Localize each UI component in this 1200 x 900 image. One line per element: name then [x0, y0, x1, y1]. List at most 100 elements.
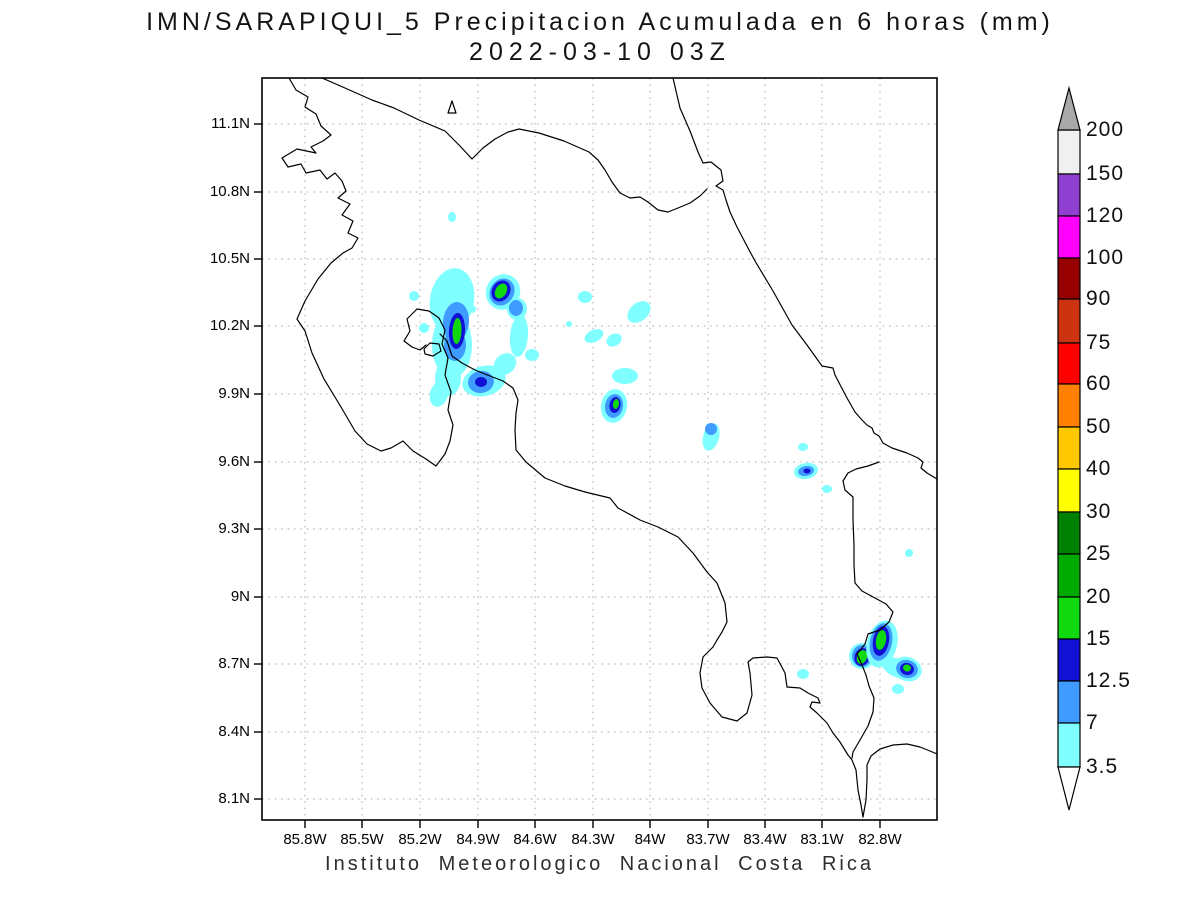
colorbar-tick-label: 12.5 [1086, 669, 1131, 692]
precip-contour-level-12.5 [475, 377, 487, 387]
colorbar-block [1057, 215, 1081, 259]
precip-contour-level-15 [875, 630, 887, 650]
precip-cell [462, 353, 517, 397]
lon-tick-label: 85.5W [340, 831, 384, 848]
colorbar-tick-label: 90 [1086, 287, 1112, 310]
lon-tick-label: 84W [634, 831, 666, 848]
colorbar-tick-label: 7 [1086, 711, 1099, 734]
precip-contour-level-3.5 [525, 349, 539, 361]
precip-contour-level-3.5 [509, 315, 529, 357]
precip-cell [892, 656, 922, 682]
precip-contour-level-3.5 [429, 381, 449, 407]
colorbar-block [1057, 553, 1081, 598]
colorbar-block [1057, 680, 1081, 724]
precip-contour-level-3.5 [627, 301, 651, 323]
colorbar-block [1057, 129, 1081, 175]
colorbar-arrow-bottom [1057, 766, 1081, 811]
precip-cell [525, 349, 539, 361]
precip-cell [419, 323, 429, 333]
precipitation-contours [409, 212, 922, 694]
precip-cell [429, 381, 449, 407]
lat-tick-label: 10.2N [209, 317, 250, 334]
precip-contour-level-15 [612, 399, 620, 409]
colorbar-block [1057, 298, 1081, 344]
precip-contour-level-3.5 [797, 669, 809, 679]
precip-contour-level-3.5 [798, 443, 808, 451]
colorbar-tick-label: 40 [1086, 457, 1112, 480]
colorbar-block [1057, 173, 1081, 217]
precip-cell [797, 669, 809, 679]
lat-tick-label: 11.1N [211, 115, 250, 132]
colorbar-arrow-top [1057, 85, 1081, 131]
precip-cell [798, 443, 808, 451]
lat-tick-label: 9N [230, 588, 250, 605]
colorbar-tick-label: 150 [1086, 162, 1125, 185]
coastline-caribbean [672, 78, 937, 480]
precip-contour-level-3.5 [578, 291, 592, 303]
precip-cell [448, 212, 456, 222]
precip-contour-level-3.5 [448, 212, 456, 222]
precip-cell [892, 684, 904, 694]
precip-cell [822, 485, 832, 493]
map-frame [261, 77, 938, 821]
colorbar-tick-label: 20 [1086, 585, 1112, 608]
lon-tick-label: 83.4W [743, 831, 787, 848]
lat-tick-label: 8.7N [218, 655, 250, 672]
precip-cell [600, 389, 628, 423]
lon-tick-label: 84.3W [571, 831, 615, 848]
footer-credit: Instituto Meteorologico Nacional Costa R… [325, 853, 874, 875]
precip-cell [702, 423, 720, 451]
lon-tick-label: 82.8W [858, 831, 902, 848]
lat-tick-label: 9.6N [218, 453, 250, 470]
precip-contour-level-7 [705, 423, 717, 435]
colorbar [1057, 85, 1081, 811]
precip-cell [627, 301, 651, 323]
precip-cell [612, 368, 638, 384]
title-line2: 2022-03-10 03Z [469, 38, 731, 66]
lon-tick-label: 84.6W [513, 831, 557, 848]
coastline [281, 78, 937, 818]
island-chira [423, 342, 442, 357]
lat-tick-label: 10.8N [209, 183, 250, 200]
precip-cell [606, 333, 622, 347]
precip-cell [509, 315, 529, 357]
precip-contour-level-3.5 [892, 684, 904, 694]
border-panama [842, 461, 894, 759]
colorbar-tick-label: 50 [1086, 415, 1112, 438]
precip-contour-level-3.5 [612, 368, 638, 384]
lat-tick-label: 9.9N [218, 385, 250, 402]
precip-contour-level-3.5 [606, 333, 622, 347]
lon-tick-label: 84.9W [456, 831, 500, 848]
precip-contour-level-3.5 [419, 323, 429, 333]
colorbar-tick-label: 100 [1086, 246, 1125, 269]
colorbar-tick-label: 30 [1086, 500, 1112, 523]
precip-contour-level-15 [494, 283, 508, 299]
coastline-pacific-central-south [439, 333, 864, 818]
axis-ticks [254, 123, 881, 828]
precip-contour-level-3.5 [822, 485, 832, 493]
precip-cell [905, 549, 913, 557]
colorbar-block [1057, 722, 1081, 768]
colorbar-tick-label: 25 [1086, 542, 1112, 565]
lat-tick-label: 9.3N [218, 520, 250, 537]
precip-cell [584, 329, 604, 343]
precip-cell [794, 462, 818, 480]
colorbar-block [1057, 383, 1081, 428]
precip-cell [485, 274, 521, 310]
colorbar-block [1057, 596, 1081, 640]
colorbar-block [1057, 511, 1081, 555]
precip-contour-level-7 [509, 300, 523, 316]
colorbar-tick-label: 60 [1086, 372, 1112, 395]
precip-contour-level-3.5 [566, 321, 572, 327]
precip-contour-level-15 [903, 664, 911, 672]
lon-tick-label: 85.8W [283, 831, 327, 848]
precip-contour-level-3.5 [584, 329, 604, 343]
colorbar-tick-label: 200 [1086, 118, 1125, 141]
coastline-panama-pacific [862, 743, 937, 818]
precip-cell [566, 321, 572, 327]
lon-tick-label: 85.2W [398, 831, 442, 848]
lon-tick-label: 83.7W [686, 831, 730, 848]
colorbar-block [1057, 426, 1081, 470]
colorbar-block [1057, 257, 1081, 300]
